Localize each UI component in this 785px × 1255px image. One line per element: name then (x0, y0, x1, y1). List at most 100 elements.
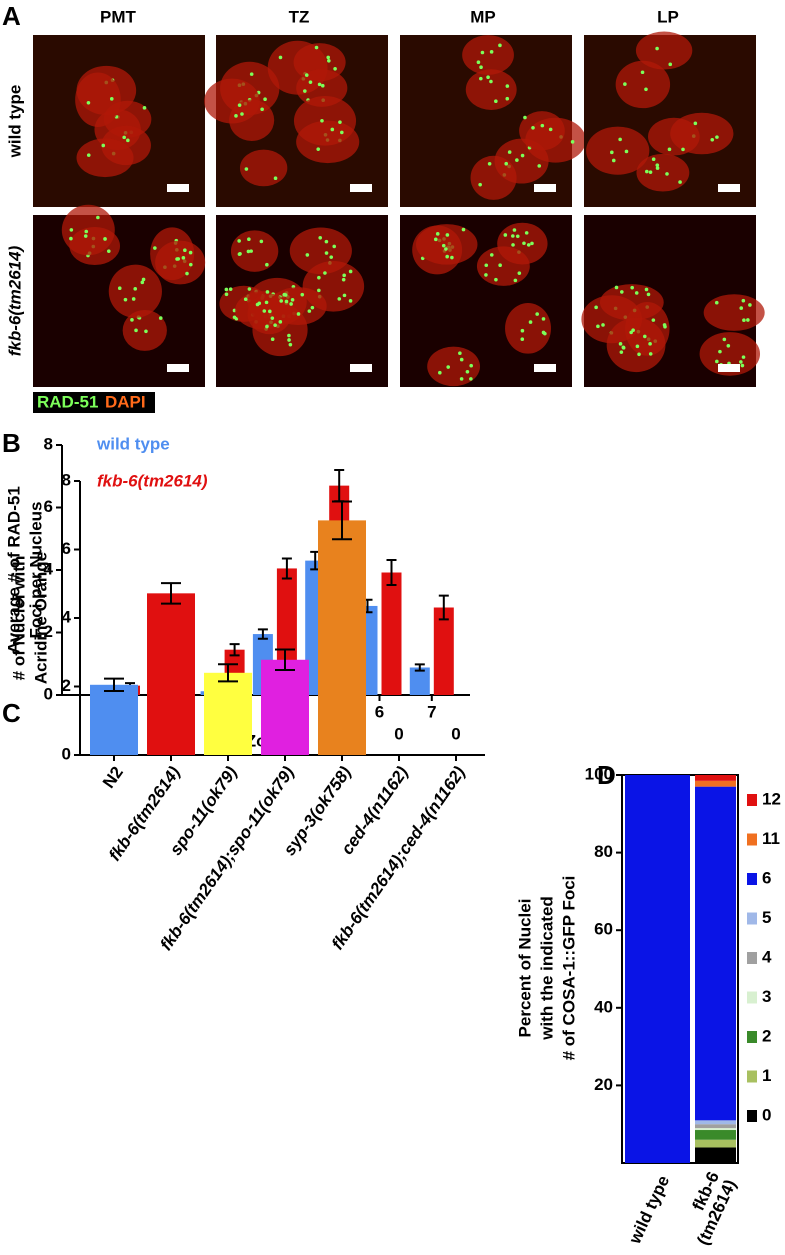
focus (634, 291, 639, 295)
focus (646, 292, 651, 297)
nucleus (75, 72, 121, 127)
focus (535, 312, 539, 316)
error-bar (275, 648, 295, 672)
scale-bar (350, 364, 372, 372)
nucleus (465, 69, 517, 110)
y-tick-label: 6 (44, 497, 53, 516)
nucleus (470, 155, 517, 200)
legend-swatch (747, 991, 757, 1004)
y-axis-label: # of COSA-1::GFP Foci (559, 876, 578, 1061)
y-axis-label: with the indicated (537, 896, 556, 1041)
nucleus (293, 96, 357, 146)
focus (435, 232, 440, 236)
bar (261, 659, 309, 755)
focus (476, 60, 481, 64)
focus (183, 248, 187, 253)
focus (487, 161, 492, 166)
focus (262, 309, 267, 313)
focus (320, 118, 324, 123)
focus (461, 227, 466, 232)
focus (317, 288, 321, 293)
nucleus (247, 293, 292, 335)
focus (643, 334, 647, 339)
focus (348, 299, 353, 303)
focus (715, 135, 719, 139)
focus (644, 287, 649, 292)
focus (498, 263, 502, 268)
focus (637, 352, 641, 357)
focus (655, 46, 659, 51)
data-label: 0 (394, 724, 403, 743)
x-tick-label: 7 (427, 702, 436, 721)
legend-swatch (747, 833, 757, 846)
focus (103, 237, 107, 241)
focus (651, 318, 656, 322)
focus (188, 262, 193, 267)
y-axis-label: Average # of RAD-51 (4, 486, 23, 654)
nucleus (108, 264, 162, 318)
focus (317, 275, 321, 280)
nucleus (61, 204, 115, 256)
bar-segment (695, 1124, 736, 1129)
nucleus (699, 332, 761, 376)
focus (469, 363, 473, 368)
focus (265, 262, 269, 267)
nucleus (76, 138, 134, 178)
focus (726, 343, 731, 348)
focus (741, 355, 746, 359)
focus (264, 300, 269, 305)
error-bar (218, 663, 238, 683)
focus (480, 50, 485, 55)
y-axis-label: Foci per Nucleus (26, 502, 45, 639)
y-tick-label: 60 (594, 920, 613, 939)
focus (101, 143, 106, 148)
legend-entry: 4 (762, 947, 772, 966)
focus (503, 233, 508, 237)
panel-letter: B (2, 428, 21, 458)
focus (445, 254, 450, 259)
focus (327, 59, 331, 63)
focus (270, 337, 275, 342)
focus (594, 305, 598, 310)
focus (651, 157, 656, 162)
focus (188, 250, 193, 255)
bar-segment (695, 780, 736, 787)
focus (320, 83, 325, 88)
bar-segment (695, 1120, 736, 1125)
scale-bar (167, 364, 189, 372)
nucleus (519, 111, 565, 151)
nucleus (635, 31, 693, 70)
panel-letter: C (2, 698, 21, 728)
focus (640, 70, 645, 75)
focus (288, 342, 293, 347)
bar (381, 572, 402, 695)
legend-entry: wild type (96, 434, 170, 453)
focus (263, 97, 267, 102)
focus (140, 280, 145, 285)
y-tick-label: 100 (585, 764, 613, 783)
focus (348, 269, 353, 274)
focus (310, 305, 315, 310)
focus (505, 96, 510, 101)
focus (249, 249, 253, 253)
legend-entry: 11 (762, 829, 780, 848)
bar-segment (695, 786, 736, 1121)
focus (620, 290, 624, 294)
focus (126, 138, 130, 143)
focus (526, 243, 531, 247)
legend-entry: 0 (762, 1105, 771, 1124)
focus (520, 328, 525, 333)
legend-entry: 5 (762, 908, 771, 927)
focus (244, 167, 249, 171)
focus (715, 359, 719, 364)
bar (409, 667, 430, 695)
focus (314, 45, 319, 50)
y-axis-label: Percent of Nuclei (515, 899, 534, 1038)
bar-segment (695, 775, 736, 781)
focus (287, 338, 291, 342)
legend-swatch (747, 1070, 757, 1083)
focus (333, 66, 337, 71)
legend-text: DAPI (105, 392, 146, 411)
focus (601, 323, 605, 327)
focus (237, 103, 242, 107)
